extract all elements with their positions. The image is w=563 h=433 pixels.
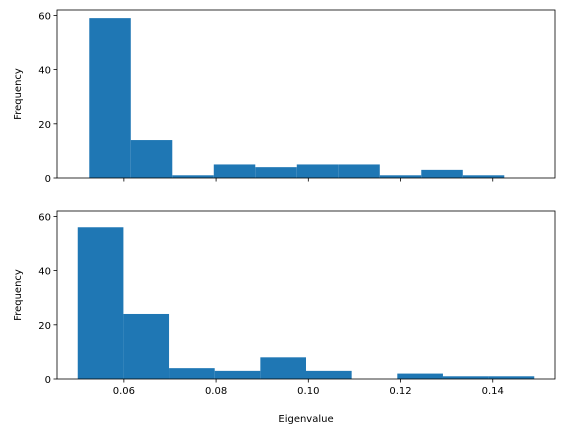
bottom-histogram-bar-8 xyxy=(442,376,489,379)
bottom-ytick-label: 0 xyxy=(45,375,51,386)
bottom-histogram-axes: 0 20 40 60 0.06 0.08 0.10 0.12 0.14 Frequency Eige… xyxy=(13,210,556,425)
bottom-histogram-bar-1 xyxy=(123,313,170,379)
top-histogram-bar-9 xyxy=(462,175,505,178)
bottom-xtick-label: 0.08 xyxy=(205,386,227,397)
top-histogram-bar-0 xyxy=(89,18,131,178)
top-histogram-bar-7 xyxy=(379,175,422,178)
top-axes-frame xyxy=(56,9,556,179)
top-y-axis-label: Frequency xyxy=(13,68,24,120)
bottom-ytick-label: 40 xyxy=(38,267,51,278)
bottom-histogram-bar-2 xyxy=(169,368,215,379)
top-ytick-label: 60 xyxy=(38,11,51,22)
bottom-x-axis-label: Eigenvalue xyxy=(278,414,333,425)
top-ytick-label: 0 xyxy=(45,174,51,185)
bottom-ytick-label: 20 xyxy=(38,321,51,332)
top-ytick-label: 40 xyxy=(38,66,51,77)
bottom-ytick-label: 60 xyxy=(38,212,51,223)
bottom-histogram-bar-5 xyxy=(306,370,352,379)
bottom-histogram-bar-3 xyxy=(214,370,261,379)
top-histogram-bar-8 xyxy=(421,169,463,178)
top-histogram-bar-5 xyxy=(296,164,339,178)
top-ytick-label: 20 xyxy=(38,120,51,131)
bottom-xtick-label: 0.10 xyxy=(297,386,319,397)
bottom-histogram-bar-4 xyxy=(260,357,306,379)
top-histogram-axes: 0 20 40 60 Frequency xyxy=(13,9,556,185)
bottom-histogram-bar-0 xyxy=(77,227,124,379)
top-histogram-bar-3 xyxy=(213,164,256,178)
bottom-histogram-bar-7 xyxy=(397,373,443,379)
bottom-histogram-bar-9 xyxy=(488,376,535,379)
bottom-xtick-label: 0.12 xyxy=(389,386,411,397)
bottom-xtick-label: 0.14 xyxy=(482,386,504,397)
bottom-axes-frame xyxy=(56,210,556,380)
bottom-y-axis-label: Frequency xyxy=(13,269,24,321)
top-histogram-bar-4 xyxy=(255,167,297,178)
top-histogram-bar-6 xyxy=(338,164,380,178)
bottom-xtick-label: 0.06 xyxy=(113,386,135,397)
top-histogram-bar-1 xyxy=(130,140,173,178)
top-histogram-bar-2 xyxy=(172,175,214,178)
